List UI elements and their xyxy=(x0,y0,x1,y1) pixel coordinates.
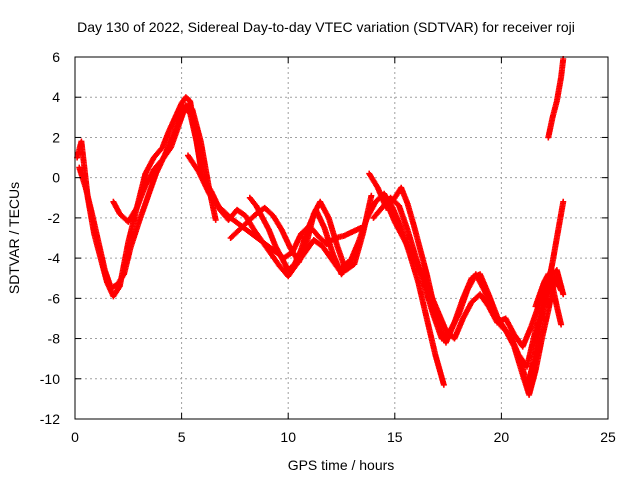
satellite-track-12 xyxy=(532,271,565,328)
y-tick-label: -8 xyxy=(48,331,61,347)
y-axis-label: SDTVAR / TECUs xyxy=(6,182,22,294)
data-point xyxy=(212,216,219,223)
data-point xyxy=(560,198,567,205)
y-tick-label: 2 xyxy=(52,129,60,145)
x-tick-label: 0 xyxy=(71,429,79,445)
y-tick-label: -4 xyxy=(48,250,61,266)
data-point xyxy=(560,291,567,298)
satellite-track-3 xyxy=(110,102,219,225)
x-tick-label: 15 xyxy=(387,429,403,445)
axis-ticks: 0 5 10 15 20 25 -12 -10 -8 -6 -4 -2 0 2 4 6 xyxy=(40,49,616,445)
data-series-layer xyxy=(74,56,567,398)
y-tick-label: 4 xyxy=(52,89,60,105)
y-tick-label: 6 xyxy=(52,49,60,65)
satellite-track-8 xyxy=(370,194,565,370)
satellite-track-11 xyxy=(545,56,567,141)
data-point xyxy=(368,192,375,199)
y-tick-label: -12 xyxy=(40,411,60,427)
plot-frame xyxy=(74,56,609,420)
chart-title: Day 130 of 2022, Sidereal Day-to-day VTE… xyxy=(77,19,575,35)
x-tick-label: 25 xyxy=(600,429,616,445)
y-tick-label: -2 xyxy=(48,210,61,226)
x-tick-label: 20 xyxy=(494,429,510,445)
x-axis-label: GPS time / hours xyxy=(288,457,395,473)
data-point xyxy=(440,381,447,388)
y-tick-label: 0 xyxy=(52,170,60,186)
y-tick-label: -10 xyxy=(40,371,60,387)
data-point xyxy=(558,321,565,328)
y-tick-label: -6 xyxy=(48,290,61,306)
satellite-track-10 xyxy=(517,198,567,390)
x-tick-label: 5 xyxy=(178,429,186,445)
x-tick-label: 10 xyxy=(280,429,296,445)
